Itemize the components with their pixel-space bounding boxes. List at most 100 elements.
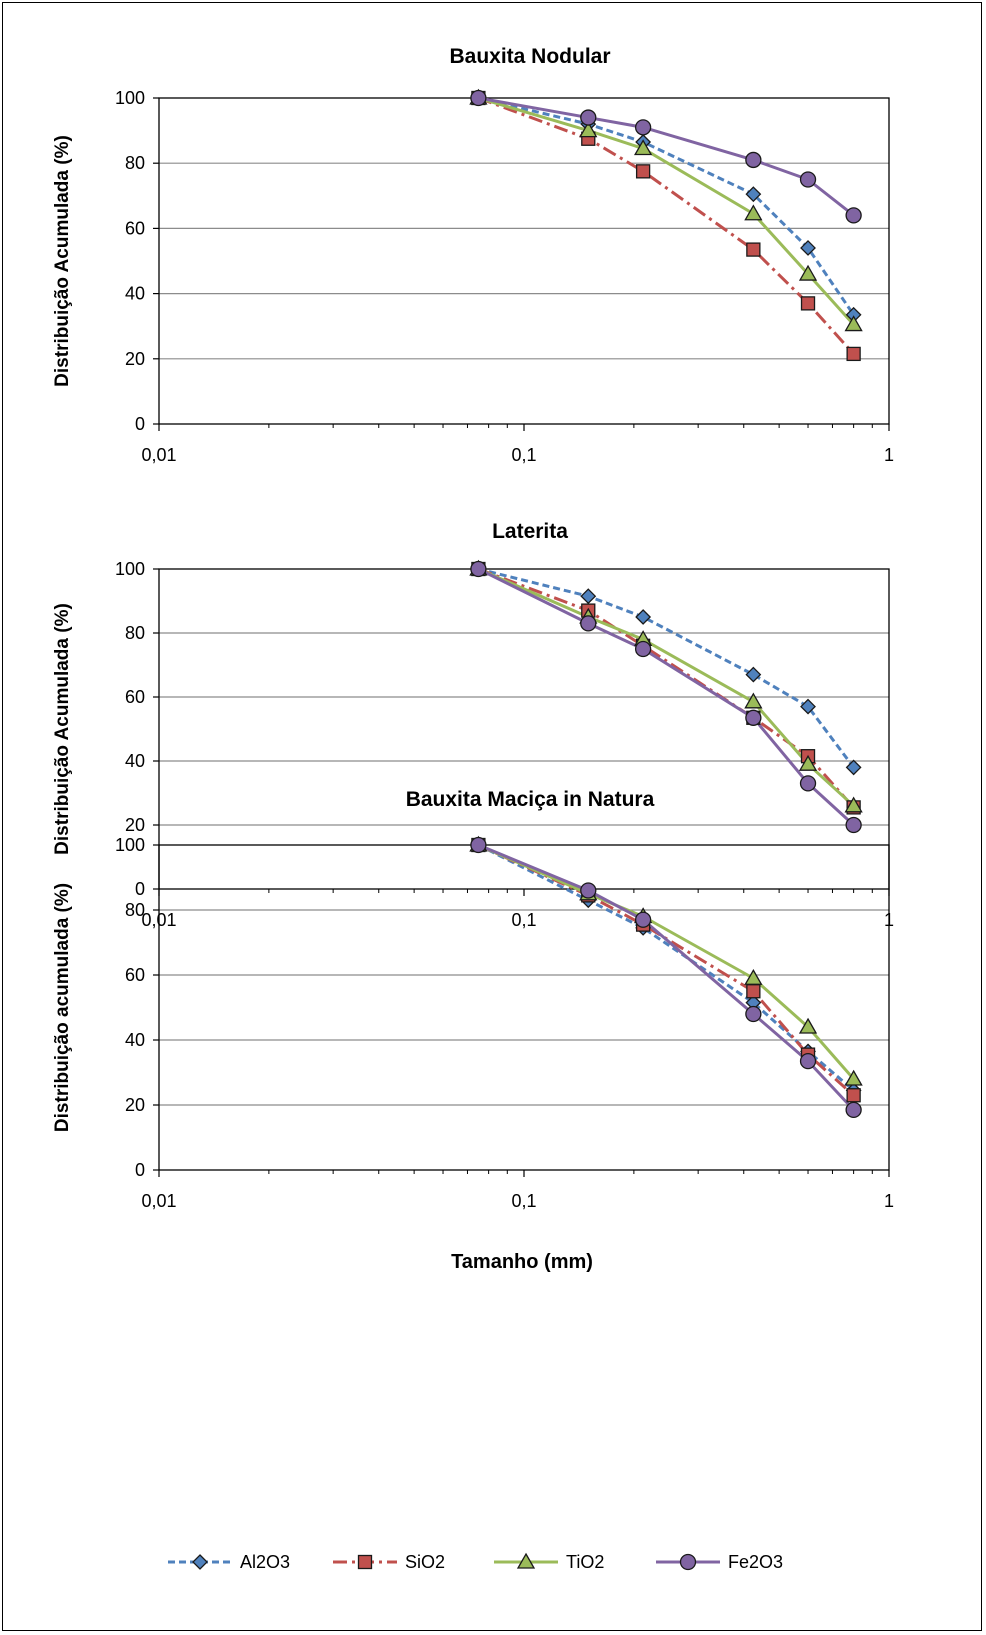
x-tick-label: 0,01: [141, 1191, 176, 1211]
y-tick-label: 60: [125, 687, 145, 707]
data-point-fe2o3: [470, 836, 487, 854]
data-point-tio2: [744, 692, 763, 709]
data-point-al2o3: [800, 698, 816, 715]
data-point-tio2: [744, 968, 763, 985]
y-axis-label: Distribuição Acumulada (%): [52, 135, 73, 387]
data-point-tio2: [844, 1069, 863, 1086]
chart-title: Laterita: [492, 520, 568, 543]
data-point-fe2o3: [799, 171, 817, 188]
data-point-al2o3: [800, 240, 816, 256]
y-tick-label: 80: [125, 153, 145, 173]
x-tick-label: 1: [884, 445, 894, 465]
series-line-fe2o3: [477, 843, 855, 1111]
data-point-fe2o3: [745, 151, 762, 169]
y-axis-label: Distribuição acumulada (%): [52, 883, 73, 1132]
legend-label-fe2o3: Fe2O3: [728, 1552, 783, 1572]
data-point-al2o3: [745, 186, 762, 203]
data-point-fe2o3: [845, 207, 862, 224]
data-point-tio2: [844, 315, 863, 332]
data-point-fe2o3: [745, 1005, 762, 1023]
series-line-fe2o3: [478, 96, 855, 217]
data-point-fe2o3: [580, 109, 597, 126]
y-tick-label: 80: [125, 900, 145, 920]
plot-area: [158, 568, 890, 890]
data-point-fe2o3: [634, 640, 652, 658]
y-tick-label: 80: [125, 623, 145, 643]
series-line-al2o3: [478, 96, 855, 316]
legend-marker-tio2: [516, 1552, 536, 1569]
data-point-sio2: [846, 346, 861, 362]
data-point-fe2o3: [799, 1052, 817, 1070]
chart-panel-3: Bauxita Maciça in Natura 0 20 40 60 80 100 0,01…: [52, 788, 894, 1273]
y-tick-label: 60: [125, 965, 145, 985]
data-point-tio2: [844, 796, 863, 813]
data-point-tio2: [579, 121, 598, 138]
series-line-tio2: [477, 96, 855, 326]
legend-label-sio2: SiO2: [405, 1552, 445, 1572]
y-tick-label: 20: [125, 815, 145, 835]
y-tick-label: 20: [125, 1095, 145, 1115]
series-line-fe2o3: [477, 567, 855, 827]
y-tick-label: 0: [135, 414, 145, 434]
data-point-sio2: [800, 296, 816, 311]
y-tick-label: 100: [115, 88, 145, 108]
data-point-tio2: [633, 139, 653, 156]
y-tick-label: 0: [135, 1160, 145, 1180]
legend-label-tio2: TiO2: [566, 1552, 604, 1572]
data-point-fe2o3: [845, 1101, 862, 1119]
series-line-sio2: [477, 843, 855, 1097]
y-tick-label: 100: [115, 559, 145, 579]
data-point-fe2o3: [470, 560, 487, 578]
data-point-tio2: [798, 754, 818, 771]
y-tick-label: 60: [125, 218, 145, 238]
data-point-fe2o3: [470, 89, 487, 107]
chart-title: Bauxita Nodular: [449, 45, 610, 68]
y-tick-label: 100: [115, 835, 145, 855]
data-point-tio2: [744, 204, 763, 221]
x-tick-label: 1: [884, 1191, 894, 1211]
x-tick-label: 0,01: [141, 445, 176, 465]
legend-marker-fe2o3: [679, 1553, 697, 1571]
legend-label-al2o3: Al2O3: [240, 1552, 290, 1572]
data-point-fe2o3: [580, 882, 597, 899]
y-tick-label: 0: [135, 879, 145, 899]
data-point-al2o3: [845, 759, 862, 776]
legend-marker-al2o3: [192, 1554, 208, 1570]
chart-title: Bauxita Maciça in Natura: [406, 788, 655, 811]
data-point-al2o3: [635, 609, 652, 625]
x-tick-label: 0,1: [511, 910, 536, 930]
x-tick-label: 0,1: [511, 445, 536, 465]
series-line-sio2: [477, 96, 855, 355]
plot-area: [158, 97, 890, 425]
series-line-tio2: [477, 843, 855, 1080]
data-point-sio2: [746, 984, 761, 999]
series-line-al2o3: [477, 843, 855, 1092]
legend-marker-sio2: [357, 1554, 373, 1570]
data-point-sio2: [635, 164, 651, 179]
y-tick-label: 40: [125, 1030, 145, 1050]
x-tick-label: 0,1: [511, 1191, 536, 1211]
data-point-fe2o3: [634, 911, 652, 928]
data-point-sio2: [846, 1088, 861, 1103]
series-line-tio2: [477, 567, 855, 807]
data-point-tio2: [798, 264, 818, 281]
data-point-al2o3: [580, 588, 597, 605]
series-line-al2o3: [478, 567, 855, 769]
y-tick-label: 40: [125, 284, 145, 304]
y-tick-label: 40: [125, 751, 145, 771]
y-tick-label: 20: [125, 349, 145, 369]
legend: Al2O3 SiO2 TiO2 Fe2O3: [168, 1552, 783, 1572]
data-point-fe2o3: [745, 709, 762, 726]
data-point-sio2: [746, 242, 761, 257]
data-point-tio2: [798, 1017, 818, 1034]
data-point-fe2o3: [580, 615, 597, 632]
data-point-fe2o3: [634, 119, 652, 136]
data-point-fe2o3: [799, 775, 817, 792]
x-axis-label: Tamanho (mm): [451, 1251, 593, 1273]
data-point-al2o3: [745, 666, 762, 683]
y-axis-label: Distribuição Acumulada (%): [52, 603, 73, 855]
data-point-fe2o3: [845, 816, 862, 834]
